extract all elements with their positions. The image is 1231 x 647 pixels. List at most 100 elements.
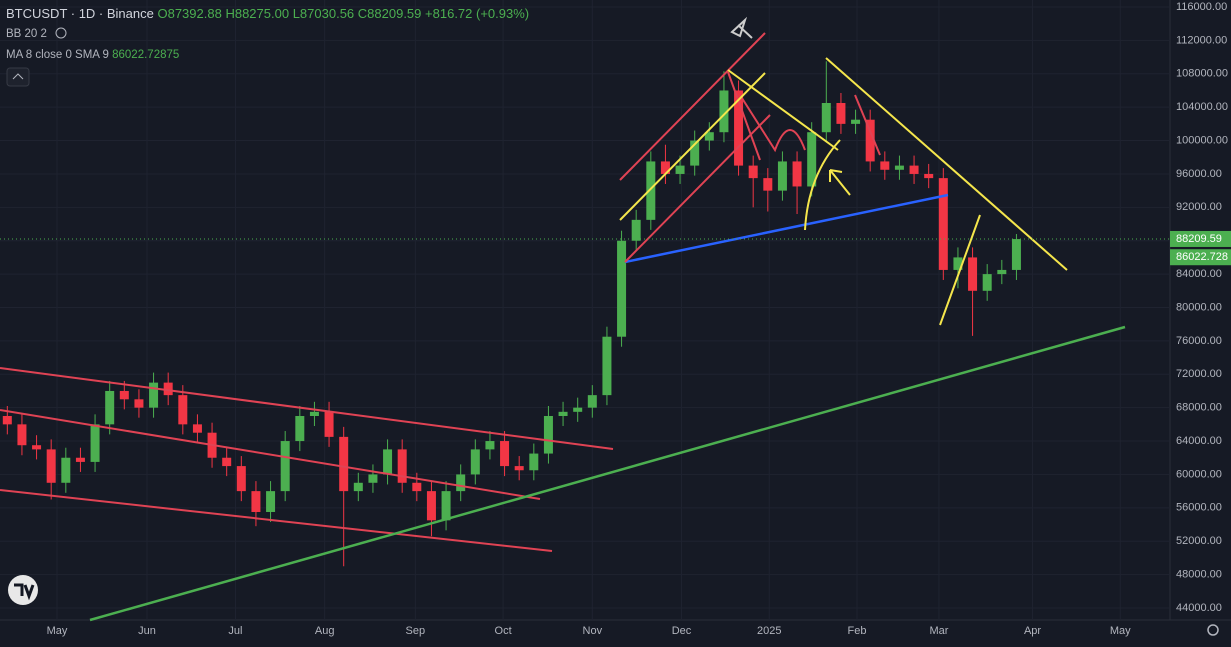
last-price-label: 88209.59 <box>1176 233 1222 245</box>
candle-body <box>646 161 656 220</box>
ohlc-change: +816.72 (+0.93%) <box>425 6 530 21</box>
candle-body <box>17 424 27 446</box>
last-price-box <box>1170 230 1231 247</box>
candle-body <box>865 119 875 162</box>
candle-body <box>105 390 115 425</box>
drawings <box>0 16 1126 622</box>
candle-body <box>222 457 232 467</box>
candle-body <box>266 491 276 512</box>
candle-body <box>558 411 568 417</box>
candle-body <box>997 269 1007 275</box>
x-tick-label: May <box>1110 625 1131 637</box>
candle-body <box>178 395 188 425</box>
ma-value-label: 86022.728 <box>1176 251 1228 263</box>
y-tick-label: 52000.00 <box>1176 535 1222 547</box>
candle-body <box>32 445 42 450</box>
y-tick-label: 56000.00 <box>1176 502 1222 514</box>
candle-body <box>851 119 861 124</box>
y-tick-label: 108000.00 <box>1176 68 1228 80</box>
x-tick-label: Feb <box>848 625 867 637</box>
candle-body <box>982 274 992 291</box>
x-tick-label: Nov <box>583 625 603 637</box>
candles <box>2 61 1021 567</box>
x-tick-label: Jul <box>228 625 242 637</box>
x-tick-label: Aug <box>315 625 335 637</box>
y-tick-label: 116000.00 <box>1176 1 1227 13</box>
trend-line <box>89 325 1126 622</box>
candle-body <box>968 257 978 291</box>
candle-body <box>470 449 480 475</box>
candle-body <box>426 491 436 521</box>
trend-line <box>939 214 981 326</box>
y-tick-label: 44000.00 <box>1176 602 1222 614</box>
candle-body <box>61 457 71 483</box>
candle-body <box>441 491 451 521</box>
y-tick-label: 68000.00 <box>1176 402 1222 414</box>
candle-body <box>192 424 202 433</box>
ohlc-low: L87030.56 <box>292 6 355 21</box>
candle-body <box>631 219 641 241</box>
trend-line <box>727 69 839 151</box>
candle-body <box>938 178 948 270</box>
logo-mark <box>14 583 35 601</box>
trend-line <box>624 114 771 263</box>
candle-body <box>924 173 934 179</box>
ohlc-open: O87392.88 <box>157 6 222 21</box>
candle-body <box>894 165 904 170</box>
candle-body <box>412 482 422 492</box>
candle-body <box>134 399 144 408</box>
trend-line <box>619 72 766 221</box>
x-tick-label: May <box>47 625 68 637</box>
candle-body <box>397 449 407 483</box>
candle-body <box>660 161 670 174</box>
ohlc-close: C88209.59 <box>357 6 422 21</box>
trend-line <box>804 139 841 231</box>
symbol[interactable]: BTCUSDT · 1D · Binance <box>6 6 154 21</box>
collapse-button[interactable] <box>6 67 30 87</box>
ma-value-box <box>1170 249 1231 266</box>
y-tick-label: 48000.00 <box>1176 568 1222 580</box>
candle-body <box>748 165 758 179</box>
candle-body <box>690 140 700 166</box>
y-tick-label: 100000.00 <box>1176 134 1228 146</box>
hammer-icon <box>730 16 753 39</box>
settings-button[interactable] <box>1207 624 1219 636</box>
indicator-label[interactable]: MA 8 close 0 SMA 9 <box>6 49 109 61</box>
candle-body <box>734 90 744 166</box>
x-tick-label: 2025 <box>757 625 781 637</box>
candle-body <box>836 102 846 124</box>
y-tick-label: 84000.00 <box>1176 268 1222 280</box>
candle-body <box>514 466 524 471</box>
candle-body <box>675 165 685 174</box>
trend-line <box>727 71 881 161</box>
candle-body <box>719 90 729 133</box>
candle-body <box>704 132 714 141</box>
candle-body <box>1011 239 1021 270</box>
candle-body <box>280 441 290 492</box>
candle-body <box>383 449 393 475</box>
candle-body <box>880 161 890 170</box>
candle-body <box>2 416 12 425</box>
candle-body <box>339 436 349 492</box>
grid <box>0 0 1170 620</box>
candle-body <box>573 407 583 412</box>
visibility-icon[interactable] <box>55 27 67 39</box>
candle-body <box>149 382 159 408</box>
y-tick-label: 72000.00 <box>1176 368 1222 380</box>
trend-line <box>624 193 949 264</box>
candle-body <box>46 449 56 483</box>
candle-body <box>792 161 802 187</box>
candle-body <box>309 411 319 417</box>
candle-body <box>236 466 246 492</box>
candle-body <box>807 132 817 187</box>
x-tick-label: Mar <box>929 625 948 637</box>
candle-body <box>821 102 831 133</box>
legend-header: BTCUSDT · 1D · Binance O87392.88 H88275.… <box>6 3 529 66</box>
indicator-label[interactable]: BB 20 2 <box>6 28 47 40</box>
y-tick-label: 76000.00 <box>1176 335 1222 347</box>
candle-body <box>368 474 378 483</box>
candle-body <box>324 411 334 437</box>
